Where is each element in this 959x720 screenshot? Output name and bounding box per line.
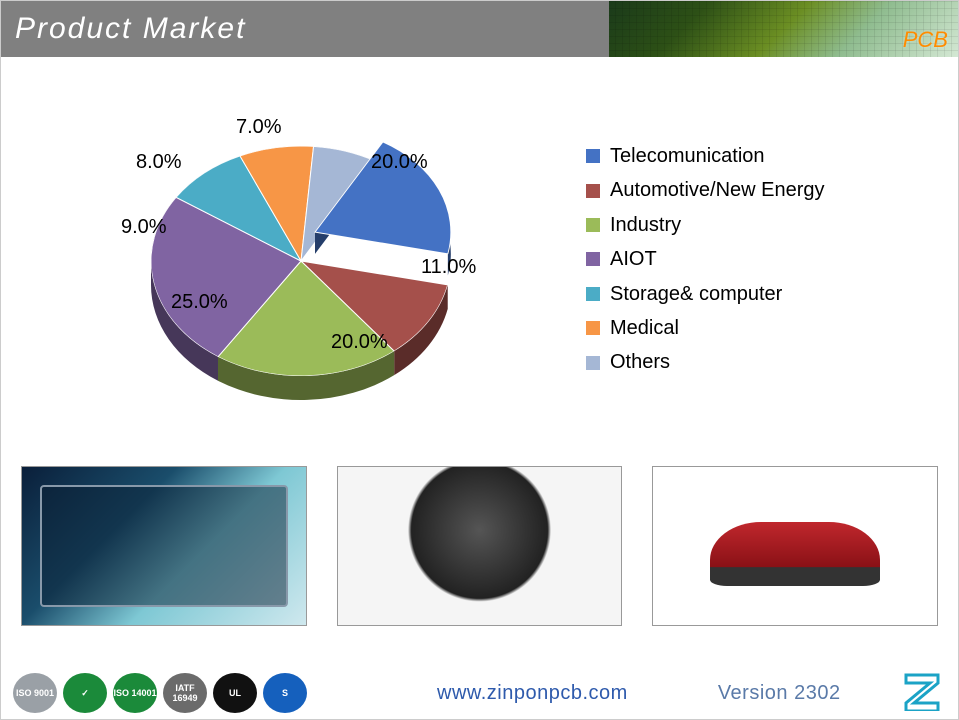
header-pcb-image: PCB (609, 1, 958, 57)
slice-label-2: 20.0% (331, 331, 388, 354)
slice-label-0: 20.0% (371, 151, 428, 174)
consumer-electronics-photo (337, 466, 623, 626)
legend-label: AIOT (610, 242, 657, 276)
header-bar: Product Market PCB (1, 1, 958, 57)
legend-swatch (586, 252, 600, 266)
iso-9001-badge: ISO 9001 (13, 673, 57, 713)
pie-chart: 20.0% 11.0% 20.0% 25.0% 9.0% 8.0% 7.0% (81, 96, 551, 436)
legend-swatch (586, 218, 600, 232)
automotive-parts-photo (652, 466, 938, 626)
legend-swatch (586, 356, 600, 370)
s-badge: S (263, 673, 307, 713)
slice-label-1: 11.0% (421, 256, 476, 279)
page-title: Product Market (15, 12, 246, 46)
footer-version: Version 2302 (718, 682, 841, 705)
bottom-photos (1, 461, 958, 631)
legend-item-3: AIOT (586, 242, 825, 276)
legend-item-1: Automotive/New Energy (586, 173, 825, 207)
slice-label-4: 9.0% (121, 216, 167, 239)
footer: ISO 9001✓ISO 14001IATF 16949ULS www.zinp… (1, 667, 958, 719)
legend-item-5: Medical (586, 311, 825, 345)
company-logo-icon (900, 671, 944, 711)
check-badge: ✓ (63, 673, 107, 713)
medical-equipment-photo (21, 466, 307, 626)
ul-badge: UL (213, 673, 257, 713)
legend-item-2: Industry (586, 208, 825, 242)
legend-item-0: Telecomunication (586, 139, 825, 173)
legend-label: Medical (610, 311, 679, 345)
legend-label: Storage& computer (610, 277, 782, 311)
legend-swatch (586, 287, 600, 301)
slice-label-6: 7.0% (236, 116, 282, 139)
cert-badges: ISO 9001✓ISO 14001IATF 16949ULS (13, 673, 307, 713)
header-left: Product Market (1, 1, 609, 57)
legend-swatch (586, 149, 600, 163)
legend-label: Telecomunication (610, 139, 765, 173)
slice-label-5: 8.0% (136, 151, 182, 174)
legend-item-6: Others (586, 345, 825, 379)
footer-url: www.zinponpcb.com (437, 682, 628, 705)
slice-label-3: 25.0% (171, 291, 228, 314)
iatf-16949-badge: IATF 16949 (163, 673, 207, 713)
brand-label: PCB (903, 27, 948, 53)
legend-swatch (586, 184, 600, 198)
legend: TelecomunicationAutomotive/New EnergyInd… (586, 139, 825, 380)
legend-label: Automotive/New Energy (610, 173, 825, 207)
legend-label: Others (610, 345, 670, 379)
legend-item-4: Storage& computer (586, 277, 825, 311)
legend-swatch (586, 321, 600, 335)
iso-14001-badge: ISO 14001 (113, 673, 157, 713)
legend-label: Industry (610, 208, 681, 242)
